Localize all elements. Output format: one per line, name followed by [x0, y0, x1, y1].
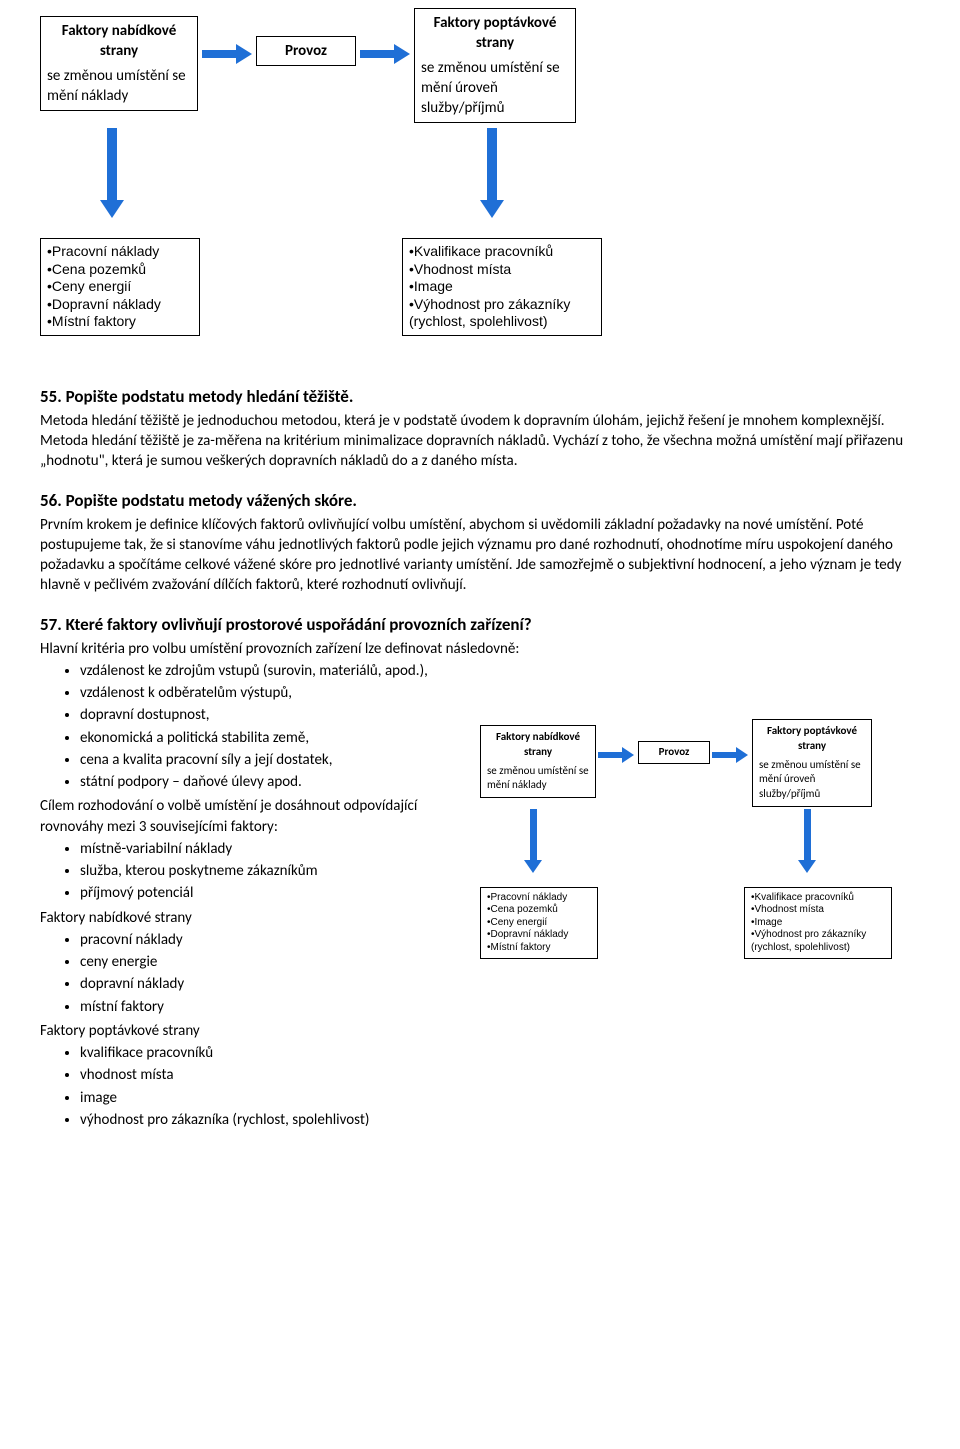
list-57-supply: pracovní náklady ceny energie dopravní n…	[80, 930, 470, 1017]
list-item: dopravní náklady	[80, 974, 470, 994]
box-operation-title: Provoz	[257, 41, 355, 61]
diagram-large: Faktory nabídkové strany se změnou umíst…	[40, 8, 920, 368]
list-57-criteria: vzdálenost ke zdrojům vstupů (surovin, m…	[80, 661, 470, 793]
list-item: image	[80, 1088, 470, 1108]
arrow-right-icon	[202, 44, 252, 64]
list-item: •Dopravní náklady	[47, 296, 193, 314]
section-57-two-col: vzdálenost ke zdrojům vstupů (surovin, m…	[40, 659, 920, 1134]
para-55: Metoda hledání těžiště je jednoduchou me…	[40, 411, 920, 472]
list-item: •Image	[409, 278, 595, 296]
heading-57: 57. Které faktory ovlivňují prostorové u…	[40, 614, 920, 637]
list-item: pracovní náklady	[80, 930, 470, 950]
list-item: •Kvalifikace pracovníků	[751, 892, 885, 905]
list-item: vhodnost místa	[80, 1065, 470, 1085]
subhead-demand: Faktory poptávkové strany	[40, 1021, 470, 1041]
diagram-small: Faktory nabídkové strany se změnou umíst…	[480, 719, 920, 979]
arrow-down-icon	[524, 809, 542, 873]
list-item: •Místní faktory	[487, 942, 591, 955]
list-supply-small: •Pracovní náklady •Cena pozemků •Ceny en…	[480, 887, 598, 960]
box-supply-sub: se změnou umístění se mění náklady	[47, 66, 191, 107]
box-demand-small: Faktory poptávkové strany se změnou umís…	[752, 719, 872, 807]
list-item: •Ceny energií	[487, 917, 591, 930]
list-item: •Místní faktory	[47, 313, 193, 331]
arrow-right-icon	[598, 747, 634, 763]
arrow-down-icon	[100, 128, 124, 218]
list-57-factors3: místně-variabilní náklady služba, kterou…	[80, 839, 470, 904]
list-item: cena a kvalita pracovní síly a její dost…	[80, 750, 470, 770]
box-demand-title: Faktory poptávkové strany	[421, 13, 569, 54]
list-item: státní podpory – daňové úlevy apod.	[80, 772, 470, 792]
list-57-demand: kvalifikace pracovníků vhodnost místa im…	[80, 1043, 470, 1130]
arrow-right-icon	[712, 747, 748, 763]
list-item: ekonomická a politická stabilita země,	[80, 728, 470, 748]
list-item: •Vhodnost místa	[409, 261, 595, 279]
list-supply-large: •Pracovní náklady •Cena pozemků •Ceny en…	[40, 238, 200, 336]
arrow-right-icon	[360, 44, 410, 64]
box-supply-small: Faktory nabídkové strany se změnou umíst…	[480, 725, 596, 798]
list-item: vzdálenost ke zdrojům vstupů (surovin, m…	[80, 661, 470, 681]
subhead-supply: Faktory nabídkové strany	[40, 908, 470, 928]
box-demand-large: Faktory poptávkové strany se změnou umís…	[414, 8, 576, 123]
list-item: dopravní dostupnost,	[80, 705, 470, 725]
box-operation-small: Provoz	[638, 741, 710, 764]
para-56: Prvním krokem je definice klíčových fakt…	[40, 515, 920, 596]
list-item: •Pracovní náklady	[487, 892, 591, 905]
list-item: •Výhodnost pro zákazníky (rychlost, spol…	[409, 296, 595, 331]
arrow-down-icon	[798, 809, 816, 873]
para-57-intro: Hlavní kritéria pro volbu umístění provo…	[40, 639, 920, 659]
box-demand-sub-s: se změnou umístění se mění úroveň služby…	[759, 758, 865, 803]
heading-55: 55. Popište podstatu metody hledání těži…	[40, 386, 920, 409]
list-item: •Výhodnost pro zákazníky (rychlost, spol…	[751, 929, 885, 954]
list-item: vzdálenost k odběratelům výstupů,	[80, 683, 470, 703]
list-item: •Image	[751, 917, 885, 930]
section-57-right: Faktory nabídkové strany se změnou umíst…	[480, 659, 920, 979]
list-item: výhodnost pro zákazníka (rychlost, spole…	[80, 1110, 470, 1130]
box-demand-title-s: Faktory poptávkové strany	[759, 724, 865, 754]
list-item: •Ceny energií	[47, 278, 193, 296]
list-item: příjmový potenciál	[80, 883, 470, 903]
list-item: •Kvalifikace pracovníků	[409, 243, 595, 261]
list-item: •Vhodnost místa	[751, 904, 885, 917]
heading-56: 56. Popište podstatu metody vážených skó…	[40, 490, 920, 513]
box-operation-large: Provoz	[256, 36, 356, 66]
box-supply-large: Faktory nabídkové strany se změnou umíst…	[40, 16, 198, 111]
box-supply-title-s: Faktory nabídkové strany	[487, 730, 589, 760]
list-item: •Cena pozemků	[487, 904, 591, 917]
para-57-mid: Cílem rozhodování o volbě umístění je do…	[40, 796, 470, 837]
list-item: místní faktory	[80, 997, 470, 1017]
list-item: ceny energie	[80, 952, 470, 972]
box-supply-title: Faktory nabídkové strany	[47, 21, 191, 62]
section-57-left: vzdálenost ke zdrojům vstupů (surovin, m…	[40, 659, 470, 1134]
list-item: místně-variabilní náklady	[80, 839, 470, 859]
arrow-down-icon	[480, 128, 504, 218]
box-demand-sub: se změnou umístění se mění úroveň služby…	[421, 58, 569, 119]
list-demand-large: •Kvalifikace pracovníků •Vhodnost místa …	[402, 238, 602, 336]
list-demand-small: •Kvalifikace pracovníků •Vhodnost místa …	[744, 887, 892, 960]
list-item: •Dopravní náklady	[487, 929, 591, 942]
list-item: služba, kterou poskytneme zákazníkům	[80, 861, 470, 881]
list-item: kvalifikace pracovníků	[80, 1043, 470, 1063]
box-operation-title-s: Provoz	[639, 745, 709, 760]
list-item: •Pracovní náklady	[47, 243, 193, 261]
box-supply-sub-s: se změnou umístění se mění náklady	[487, 764, 589, 794]
list-item: •Cena pozemků	[47, 261, 193, 279]
